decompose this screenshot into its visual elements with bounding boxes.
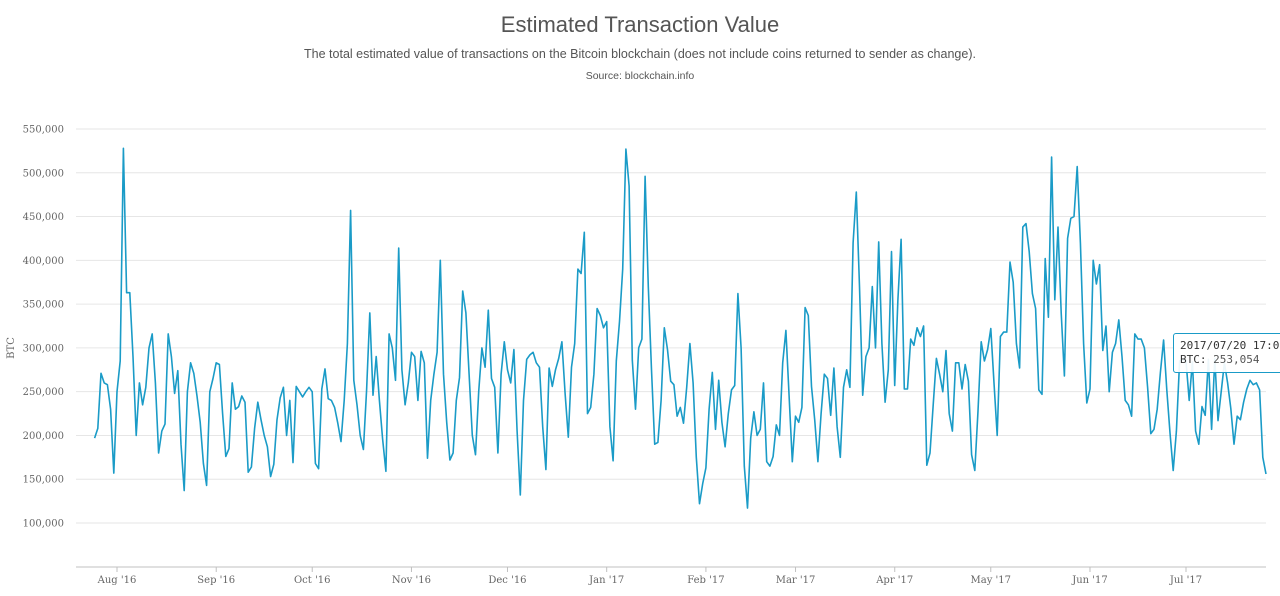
chart-title: Estimated Transaction Value [500,12,780,37]
x-tick-label: Mar '17 [776,575,816,586]
y-tick-label: 200,000 [23,431,64,442]
x-tick-label: Jan '17 [588,575,624,586]
y-tick-label: 250,000 [23,387,64,398]
x-tick-label: Dec '16 [488,575,526,586]
x-tick-label: Jun '17 [1071,575,1108,586]
chart-subtitle: The total estimated value of transaction… [304,47,976,61]
series-line-btc[interactable] [93,147,1267,509]
y-tick-label: 350,000 [23,300,64,311]
x-tick-label: Oct '16 [294,575,330,586]
y-tick-label: 550,000 [23,125,64,136]
chart-source: Source: blockchain.info [585,70,695,82]
x-tick-label: Nov '16 [392,575,431,586]
y-tick-label: 500,000 [23,168,64,179]
x-tick-label: Apr '17 [875,575,913,586]
tooltip-series-key: BTC: [1180,353,1207,366]
y-tick-label: 450,000 [23,212,64,223]
x-tick-label: Jul '17 [1169,575,1202,586]
x-tick-label: Sep '16 [197,575,235,586]
y-tick-label: 100,000 [23,519,64,530]
x-axis-tick-labels: Aug '16 Sep '16 Oct '16 Nov '16 Dec '16 Jan '… [97,575,1203,586]
y-tick-label: 300,000 [23,343,64,354]
x-tick-label: May '17 [971,575,1012,586]
x-tick-label: Feb '17 [687,575,724,586]
y-axis-label: BTC [6,337,17,359]
y-tick-label: 400,000 [23,256,64,267]
y-tick-label: 150,000 [23,475,64,486]
tooltip-date: 2017/07/20 17:00 [1180,339,1280,352]
tooltip: 2017/07/20 17:00 BTC: 253,054 [1173,333,1280,373]
gridlines [76,128,1266,524]
x-tick-label: Aug '16 [97,575,137,586]
tooltip-value: 253,054 [1213,353,1260,366]
y-axis-tick-labels: 100,000 150,000 200,000 250,000 300,000 350,0… [23,125,64,530]
x-axis [76,566,1266,572]
